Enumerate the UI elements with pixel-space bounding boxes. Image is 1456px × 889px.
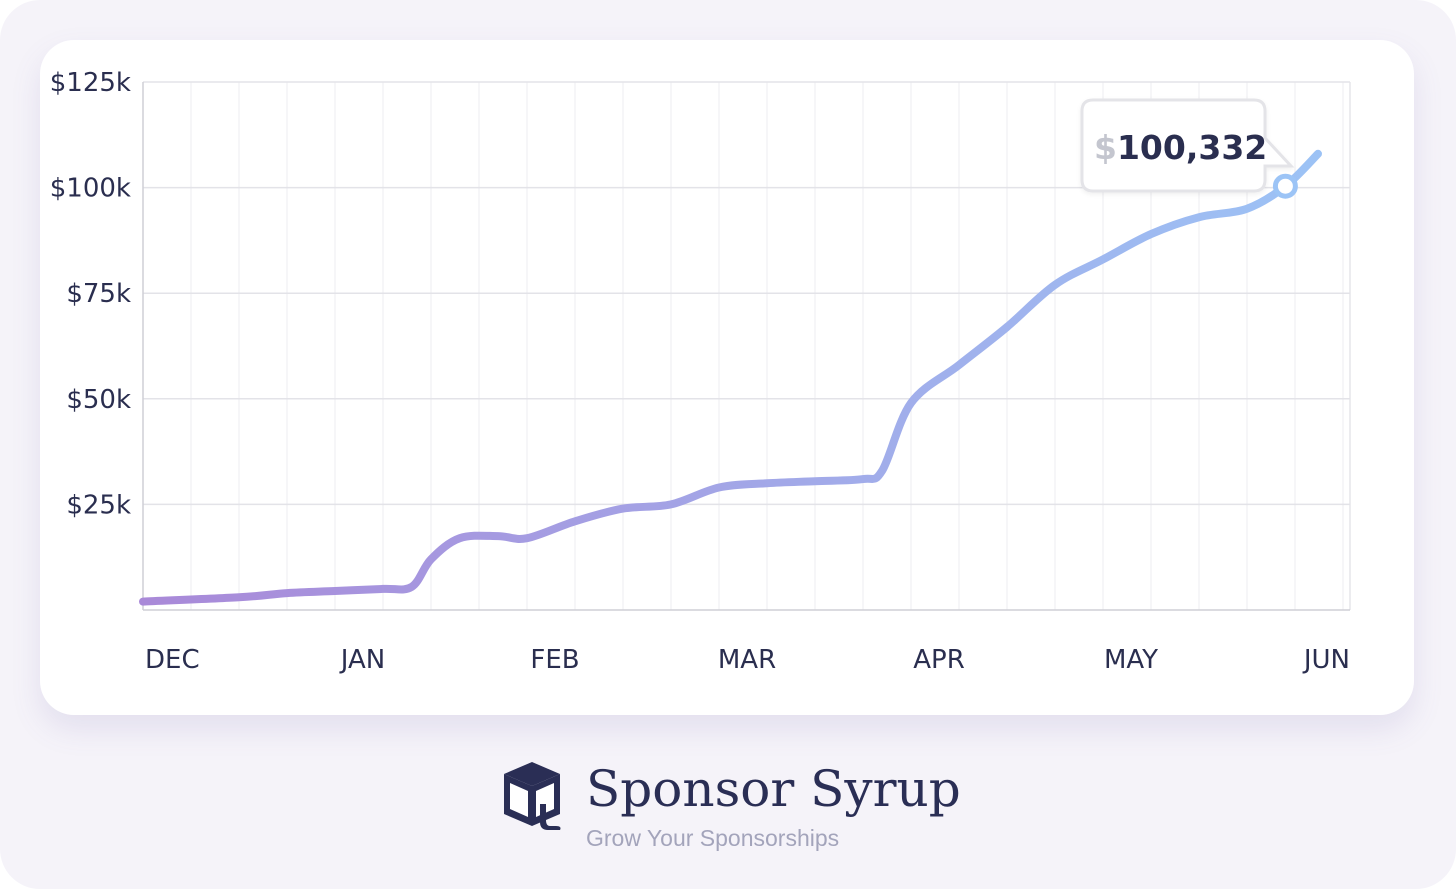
y-tick-label: $125k — [50, 68, 131, 98]
x-axis: DEC JAN FEB MAR APR MAY JUN — [145, 645, 1350, 675]
series-layer — [139, 149, 1322, 606]
highlight-point[interactable] — [1272, 173, 1298, 199]
syrup-box-icon — [504, 762, 561, 830]
brand-block: Sponsor Syrup Grow Your Sponsorships — [500, 757, 980, 857]
x-tick-label: MAY — [1104, 645, 1158, 675]
x-tick-label: MAR — [718, 645, 776, 675]
grid — [142, 81, 1351, 611]
callout-currency: $ — [1094, 128, 1117, 167]
y-tick-label: $75k — [66, 279, 131, 309]
x-tick-label: APR — [913, 645, 965, 675]
y-tick-label: $25k — [66, 490, 131, 520]
brand-name: Sponsor Syrup — [586, 760, 961, 818]
svg-text:$100,332: $100,332 — [1094, 128, 1267, 167]
y-tick-label: $100k — [50, 174, 131, 204]
x-tick-label: JUN — [1302, 645, 1350, 675]
callout-value: 100,332 — [1117, 128, 1267, 167]
x-tick-label: FEB — [530, 645, 579, 675]
x-tick-label: DEC — [145, 645, 200, 675]
series-line — [139, 149, 1322, 606]
y-tick-label: $50k — [66, 385, 131, 415]
callout-bubble — [1080, 98, 1295, 193]
y-axis: $25k $50k $75k $100k $125k — [50, 68, 131, 520]
x-tick-label: JAN — [339, 645, 385, 675]
value-callout: $100,332 — [1080, 98, 1295, 193]
brand-tagline: Grow Your Sponsorships — [586, 825, 840, 851]
